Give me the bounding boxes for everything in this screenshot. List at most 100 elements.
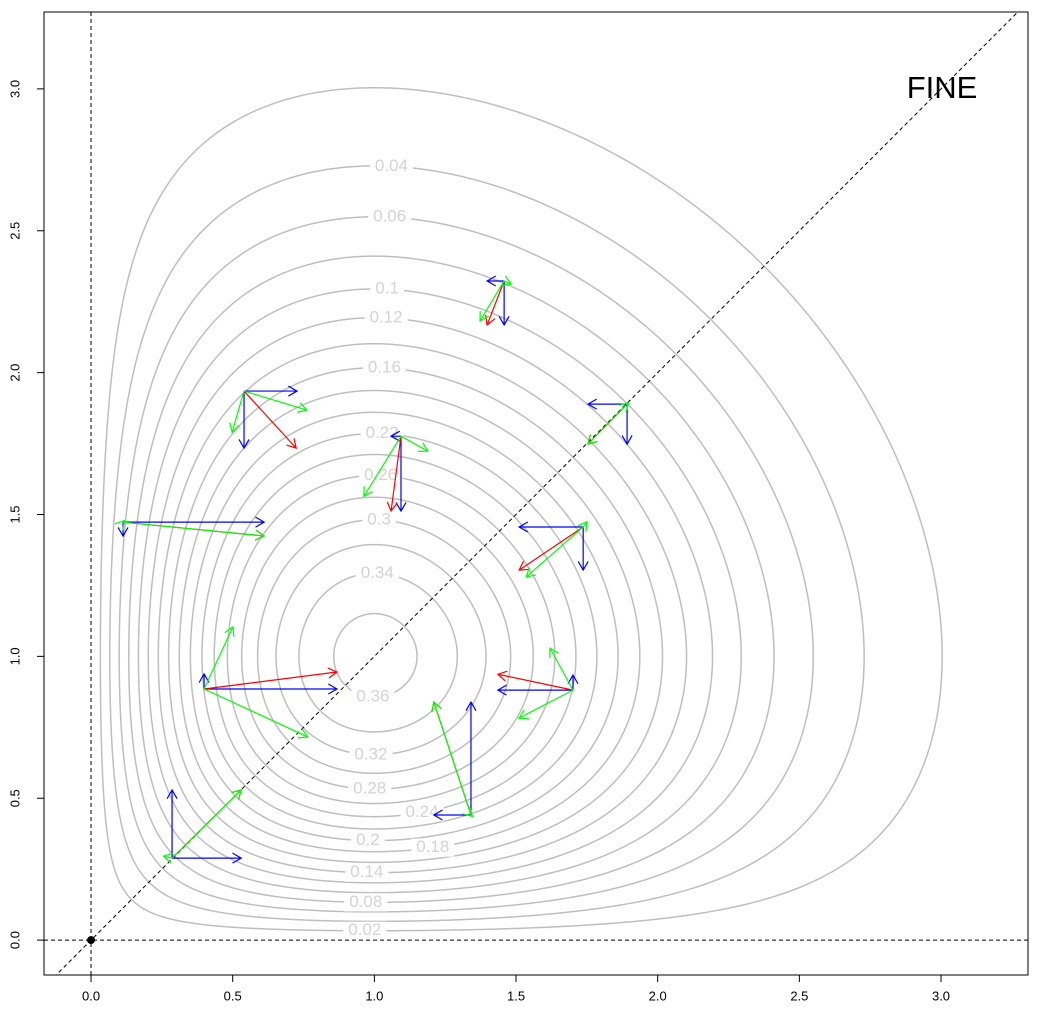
contour-label-bg — [344, 893, 388, 912]
contour-label-group: 0.2 — [351, 830, 385, 850]
green-arrow — [363, 435, 402, 498]
contour-line — [256, 519, 512, 775]
blue-arrow — [577, 526, 589, 572]
y-tick-label: 0.0 — [7, 931, 22, 949]
contour-label-bg — [400, 803, 444, 822]
y-tick-label: 2.5 — [7, 222, 22, 240]
contour-label-group: 0.28 — [348, 779, 392, 799]
contour-label-bg — [351, 831, 385, 850]
contour-label: 0.02 — [348, 920, 381, 939]
green-arrow — [479, 280, 505, 323]
contour-label-bg — [360, 424, 404, 443]
contour-label: 0.2 — [356, 830, 380, 849]
green-arrow — [162, 852, 174, 864]
contour-label-bg — [348, 780, 392, 799]
y-tick-label: 1.0 — [7, 647, 22, 665]
contour-label-group: 0.08 — [344, 892, 388, 912]
contour-label-group: 0.34 — [355, 563, 399, 583]
x-tick-label: 3.0 — [932, 988, 950, 1003]
contour-label: 0.34 — [361, 563, 394, 582]
contour-label: 0.12 — [370, 307, 403, 326]
green-arrow — [431, 700, 472, 816]
contour-label-bg — [343, 921, 387, 940]
contour-label: 0.3 — [367, 509, 391, 528]
contour-label-group: 0.12 — [364, 307, 408, 327]
contour-label-group: 0.3 — [362, 509, 396, 529]
contour-label-bg — [362, 359, 406, 378]
y-tick-label: 0.5 — [7, 789, 22, 807]
blue-arrow — [166, 788, 178, 859]
contour-label-group: 0.02 — [343, 920, 387, 940]
red-arrow — [204, 667, 339, 690]
contour-line — [178, 389, 641, 853]
contour-label-group: 0.06 — [368, 207, 412, 227]
contour-line — [157, 342, 688, 874]
red-arrow — [484, 280, 505, 327]
plot-frame — [43, 11, 1029, 976]
contour-label-group: 0.36 — [351, 687, 395, 707]
blue-arrow — [496, 684, 573, 696]
green-arrow — [618, 401, 630, 413]
green-arrow — [203, 688, 309, 739]
y-tick-label: 1.5 — [7, 505, 22, 523]
green-arrow — [114, 519, 126, 531]
green-arrow — [549, 647, 574, 691]
contour-label: 0.28 — [353, 779, 386, 798]
contour-label-group: 0.32 — [349, 744, 393, 764]
red-arrow — [243, 390, 297, 449]
green-arrow — [171, 789, 243, 859]
contour-line — [240, 496, 535, 790]
green-arrow — [587, 403, 628, 445]
contour-label-bg — [370, 280, 404, 299]
contour-line — [167, 367, 664, 864]
y-tick-label: 2.0 — [7, 364, 22, 382]
contour-line — [127, 255, 775, 904]
blue-arrow — [517, 521, 584, 533]
blue-arrow — [485, 275, 505, 287]
contour-label-bg — [362, 510, 396, 529]
contour-line — [137, 288, 742, 894]
blue-arrow — [123, 516, 266, 528]
contour-label-group: 0.14 — [345, 862, 389, 882]
origin-point — [87, 936, 96, 945]
contour-label: 0.14 — [350, 862, 383, 881]
blue-arrow — [432, 809, 471, 821]
green-arrow — [400, 435, 429, 452]
contour-label: 0.26 — [364, 465, 397, 484]
contour-label-bg — [368, 208, 412, 227]
green-arrow — [229, 390, 245, 434]
contour-line — [333, 612, 418, 698]
green-arrow — [577, 520, 588, 532]
contour-line — [147, 316, 714, 884]
blue-arrow — [172, 852, 243, 864]
contour-line — [189, 411, 619, 842]
contour-label: 0.1 — [375, 279, 399, 298]
contour-line — [99, 87, 943, 932]
blue-arrow — [238, 391, 250, 450]
contour-label: 0.04 — [375, 156, 408, 175]
contour-label-bg — [359, 466, 403, 485]
green-arrow — [517, 689, 574, 720]
contour-label-group: 0.04 — [369, 156, 413, 176]
plot-area: 0.02 0.04 0.06 0.08 0.1 0.12 0.14 0.16 0.18 0.2 0.… — [44, 12, 1028, 975]
contour-label: 0.22 — [366, 423, 399, 442]
blue-arrow — [204, 683, 339, 695]
blue-arrow — [621, 404, 633, 446]
contour-label: 0.36 — [356, 687, 389, 706]
green-arrow — [122, 521, 266, 541]
red-arrow — [386, 436, 402, 513]
contour-label-bg — [351, 688, 395, 707]
contour-label-group: 0.1 — [370, 279, 404, 299]
contour-label-group: 0.22 — [360, 423, 404, 443]
x-tick-label: 0.5 — [224, 988, 242, 1003]
x-tick-label: 1.0 — [365, 988, 383, 1003]
blue-arrow — [244, 385, 299, 397]
blue-arrow — [465, 700, 477, 815]
annotation: FINE — [907, 70, 978, 105]
contour-label-group: 0.24 — [400, 802, 444, 822]
x-tick-label: 2.0 — [649, 988, 667, 1003]
contour-label: 0.16 — [368, 358, 401, 377]
contour-label-bg — [411, 838, 455, 857]
